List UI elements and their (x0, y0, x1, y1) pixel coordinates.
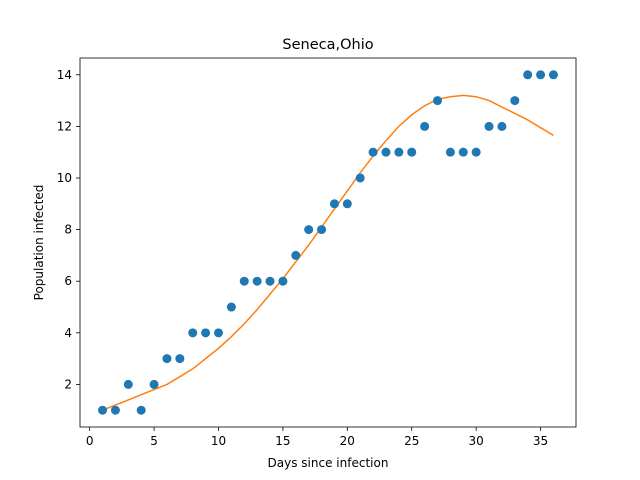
x-axis-label: Days since infection (268, 456, 389, 470)
scatter-points-layer (98, 70, 558, 415)
data-point (265, 276, 275, 286)
x-tick-label: 0 (86, 434, 94, 448)
data-point (123, 379, 133, 389)
data-point (471, 147, 481, 157)
data-point (548, 70, 558, 80)
data-point (136, 405, 146, 415)
data-point (368, 147, 378, 157)
y-tick-label: 4 (64, 326, 72, 340)
data-point (162, 354, 172, 364)
data-point (110, 405, 120, 415)
data-point (420, 121, 430, 131)
data-point (188, 328, 198, 338)
data-point (213, 328, 223, 338)
data-point (458, 147, 468, 157)
data-point (536, 70, 546, 80)
y-tick-label: 8 (64, 223, 72, 237)
fit-curve-layer (102, 94, 554, 411)
chart-title: Seneca,Ohio (282, 37, 373, 53)
data-point (394, 147, 404, 157)
data-point (445, 147, 455, 157)
data-point (355, 173, 365, 183)
data-point (329, 199, 339, 209)
y-tick-label: 12 (57, 119, 72, 133)
x-tick-label: 5 (150, 434, 158, 448)
data-point (433, 96, 443, 106)
data-point (317, 225, 327, 235)
data-point (149, 379, 159, 389)
x-tick-label: 20 (340, 434, 355, 448)
fit-curve (102, 94, 554, 411)
x-tick-label: 35 (533, 434, 548, 448)
x-tick-label: 10 (211, 434, 226, 448)
x-tick-label: 15 (275, 434, 290, 448)
data-point (226, 302, 236, 312)
plot-frame (79, 57, 577, 428)
data-point (510, 96, 520, 106)
data-point (201, 328, 211, 338)
data-point (484, 121, 494, 131)
data-point (523, 70, 533, 80)
data-point (407, 147, 417, 157)
y-tick-label: 10 (57, 171, 72, 185)
data-point (239, 276, 249, 286)
x-tick-label: 30 (469, 434, 484, 448)
data-point (291, 250, 301, 260)
axis-ticks: 0 5 10 15 20 25 30 35 2 4 6 8 10 12 14 (57, 68, 548, 448)
data-point (304, 225, 314, 235)
data-point (278, 276, 288, 286)
data-point (175, 354, 185, 364)
y-tick-label: 14 (57, 68, 72, 82)
y-axis-label: Population infected (32, 185, 46, 301)
data-point (497, 121, 507, 131)
data-point (381, 147, 391, 157)
x-tick-label: 25 (404, 434, 419, 448)
data-point (342, 199, 352, 209)
y-tick-label: 6 (64, 274, 72, 288)
data-point (252, 276, 262, 286)
y-tick-label: 2 (64, 377, 72, 391)
data-point (98, 405, 108, 415)
